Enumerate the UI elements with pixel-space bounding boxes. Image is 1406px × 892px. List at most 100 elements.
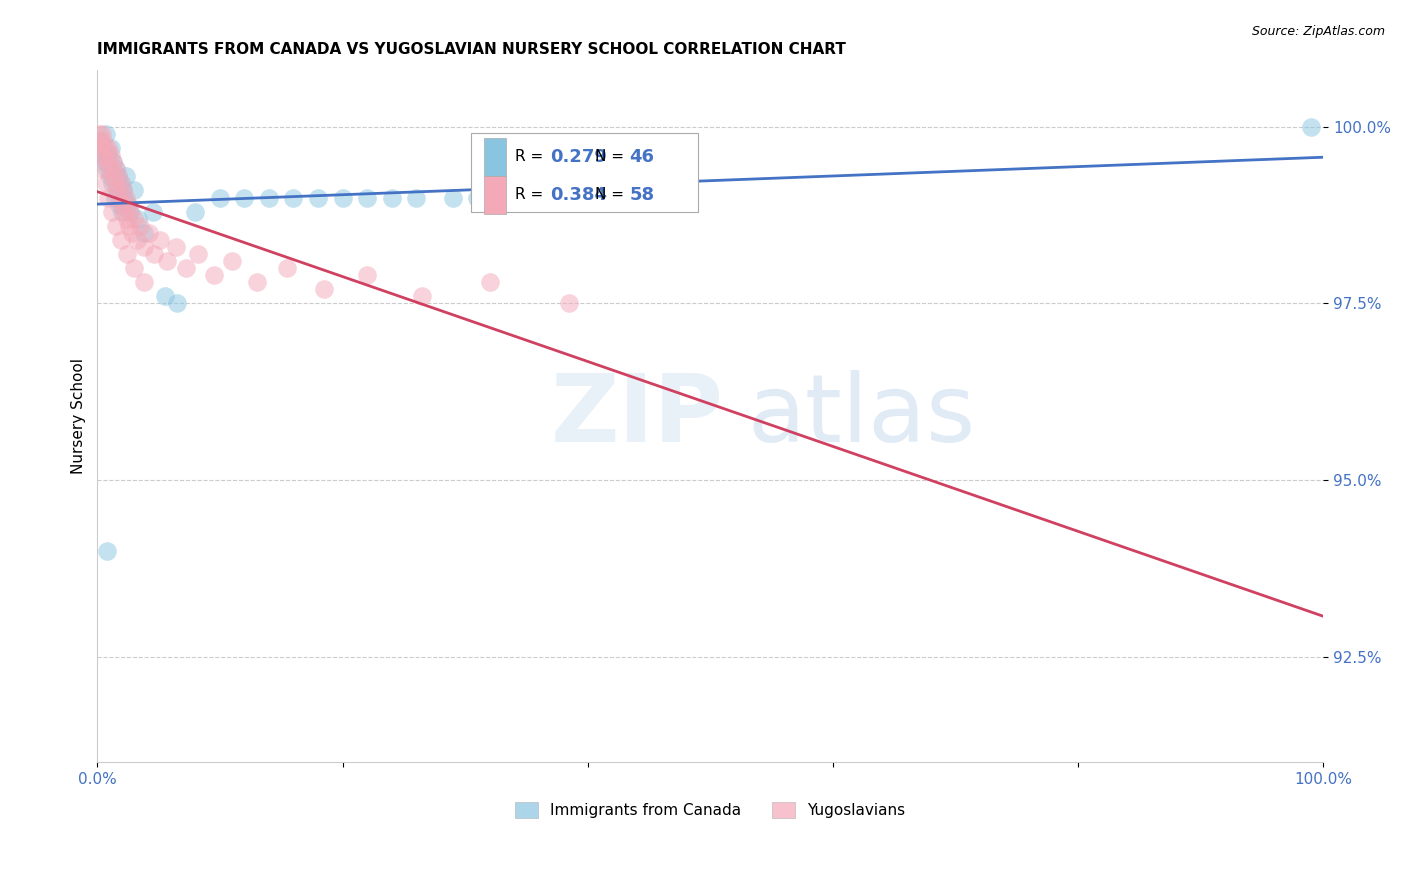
- Point: [332, 190, 354, 204]
- Point: [166, 296, 188, 310]
- Legend: Immigrants from Canada, Yugoslavians: Immigrants from Canada, Yugoslavians: [509, 796, 911, 824]
- Point: [111, 204, 134, 219]
- Point: [112, 184, 135, 198]
- Point: [87, 127, 110, 141]
- Point: [101, 169, 124, 184]
- Text: IMMIGRANTS FROM CANADA VS YUGOSLAVIAN NURSERY SCHOOL CORRELATION CHART: IMMIGRANTS FROM CANADA VS YUGOSLAVIAN NU…: [97, 42, 846, 57]
- Text: 0.279: 0.279: [550, 147, 606, 166]
- Point: [276, 261, 298, 276]
- Point: [97, 190, 120, 204]
- Point: [112, 204, 135, 219]
- Point: [141, 204, 163, 219]
- Point: [125, 233, 148, 247]
- Point: [515, 190, 537, 204]
- Point: [411, 289, 433, 303]
- Point: [114, 190, 136, 204]
- Point: [117, 197, 139, 211]
- Point: [122, 211, 145, 226]
- Point: [91, 148, 114, 162]
- Point: [110, 177, 132, 191]
- Point: [110, 177, 132, 191]
- Point: [103, 155, 125, 169]
- Point: [233, 190, 256, 204]
- Point: [122, 184, 145, 198]
- Point: [110, 233, 132, 247]
- Point: [93, 141, 115, 155]
- Point: [132, 275, 155, 289]
- Point: [93, 155, 115, 169]
- Point: [101, 204, 124, 219]
- Point: [467, 190, 489, 204]
- Point: [356, 268, 378, 283]
- FancyBboxPatch shape: [484, 176, 506, 214]
- Point: [121, 226, 143, 240]
- Point: [98, 162, 121, 177]
- FancyBboxPatch shape: [471, 133, 697, 212]
- Text: atlas: atlas: [747, 370, 976, 462]
- Point: [96, 155, 118, 169]
- Point: [184, 204, 207, 219]
- Point: [221, 254, 243, 268]
- Point: [257, 190, 280, 204]
- Point: [129, 219, 152, 233]
- Text: N =: N =: [595, 187, 628, 202]
- Point: [246, 275, 269, 289]
- Point: [90, 141, 112, 155]
- Point: [142, 247, 165, 261]
- Point: [104, 219, 127, 233]
- Point: [105, 184, 128, 198]
- Point: [149, 233, 172, 247]
- Point: [93, 134, 115, 148]
- Point: [441, 190, 464, 204]
- Point: [107, 169, 129, 184]
- Point: [98, 169, 121, 184]
- Point: [94, 141, 117, 155]
- Point: [156, 254, 179, 268]
- Point: [103, 190, 125, 204]
- Point: [108, 197, 131, 211]
- Point: [93, 148, 115, 162]
- Point: [118, 219, 141, 233]
- Point: [91, 127, 114, 141]
- Text: Source: ZipAtlas.com: Source: ZipAtlas.com: [1251, 25, 1385, 38]
- Point: [208, 190, 231, 204]
- Point: [1299, 120, 1322, 134]
- Point: [96, 543, 118, 558]
- FancyBboxPatch shape: [484, 137, 506, 176]
- Point: [112, 190, 135, 204]
- Text: R =: R =: [516, 149, 548, 164]
- Text: ZIP: ZIP: [551, 370, 724, 462]
- Point: [103, 177, 125, 191]
- Point: [104, 162, 127, 177]
- Point: [120, 204, 142, 219]
- Point: [115, 211, 138, 226]
- Point: [153, 289, 176, 303]
- Point: [101, 177, 124, 191]
- Text: R =: R =: [516, 187, 548, 202]
- Point: [117, 197, 139, 211]
- Point: [115, 247, 138, 261]
- Point: [381, 190, 404, 204]
- Point: [165, 240, 187, 254]
- Point: [356, 190, 378, 204]
- Point: [283, 190, 305, 204]
- Point: [478, 275, 501, 289]
- Point: [97, 148, 120, 162]
- Point: [108, 190, 131, 204]
- Point: [104, 162, 127, 177]
- Point: [112, 184, 135, 198]
- Point: [100, 141, 122, 155]
- Point: [96, 162, 118, 177]
- Point: [405, 190, 427, 204]
- Point: [114, 169, 136, 184]
- Point: [138, 226, 160, 240]
- Text: 58: 58: [630, 186, 655, 203]
- Point: [94, 127, 117, 141]
- Point: [132, 240, 155, 254]
- Point: [314, 282, 336, 296]
- Point: [100, 148, 122, 162]
- Point: [307, 190, 329, 204]
- Point: [491, 190, 513, 204]
- Point: [174, 261, 197, 276]
- Point: [111, 197, 134, 211]
